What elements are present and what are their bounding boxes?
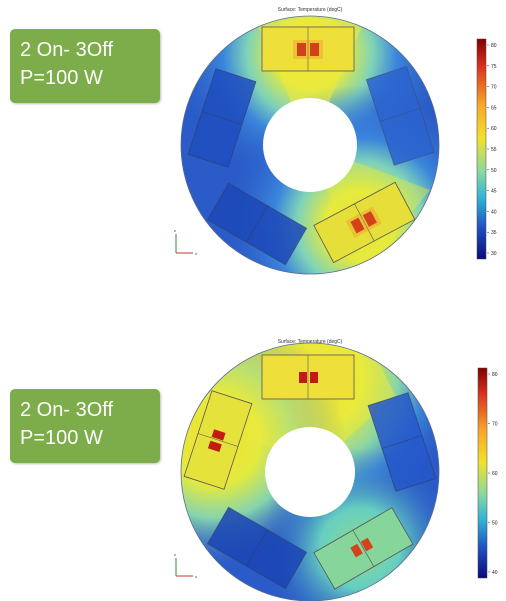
config-label-2-line1: 2 On- 3Off [20,399,114,421]
heater-off-right-1 [365,66,435,166]
axis-label-y-2: z [174,552,176,557]
heater-on-top-1 [261,26,355,72]
colorbar-tick-label: 30 [491,251,497,257]
colorbar-tick-label: 80 [492,372,498,378]
disk-outline-1 [180,15,440,275]
heater-off-bottomleft-2 [206,506,308,590]
colorbar-tick-label: 75 [491,64,497,70]
simulation-panel-2: 2 On- 3Off P=100 W [0,301,506,601]
config-label-1: 2 On- 3Off P=100 W [10,29,160,103]
axis-triad-1: z x [174,228,197,256]
colorbar-tick-label: 80 [491,43,497,49]
colorbar-tick-label: 65 [491,105,497,111]
config-label-1-line2: P=100 W [20,67,103,89]
heater-off-right-2 [367,392,437,492]
simulation-panel-1: 2 On- 3Off P=100 W [0,0,506,300]
heater-on-top-2 [261,354,355,400]
colorbar-ticks-2: 80 70 60 50 40 [488,372,498,576]
colorbar-tick-label: 60 [491,126,497,132]
colorbar-tick-label: 55 [491,147,497,153]
heater-off-left-1 [187,68,257,168]
colorbar-tick-label: 40 [492,570,498,576]
colorbar-ticks-1: 80 75 70 65 60 55 50 45 40 35 30 [487,43,497,257]
disk-outline-2 [180,342,440,601]
colorbar-tick-label: 45 [491,189,497,195]
axis-label-x-2: x [195,574,197,579]
axis-label-x-1: x [195,251,197,256]
config-label-1-line1: 2 On- 3Off [20,39,114,61]
heater-on-bottomright-2 [313,507,414,590]
colorbar-2 [477,367,488,579]
config-label-2: 2 On- 3Off P=100 W [10,389,160,463]
heater-on-bottom-1 [313,181,416,264]
colorbar-tick-label: 70 [492,422,498,428]
colorbar-tick-label: 60 [492,471,498,477]
colorbar-tick-label: 50 [492,521,498,527]
colorbar-1 [476,38,487,260]
colorbar-tick-label: 35 [491,230,497,236]
colorbar-tick-label: 50 [491,168,497,174]
heater-on-left-2 [183,390,253,490]
config-label-2-line2: P=100 W [20,427,103,449]
axis-triad-2: z x [174,552,197,579]
colorbar-tick-label: 40 [491,209,497,215]
axis-label-y-1: z [174,228,176,233]
colorbar-tick-label: 70 [491,85,497,91]
heater-off-bottomleft-1 [206,182,308,266]
